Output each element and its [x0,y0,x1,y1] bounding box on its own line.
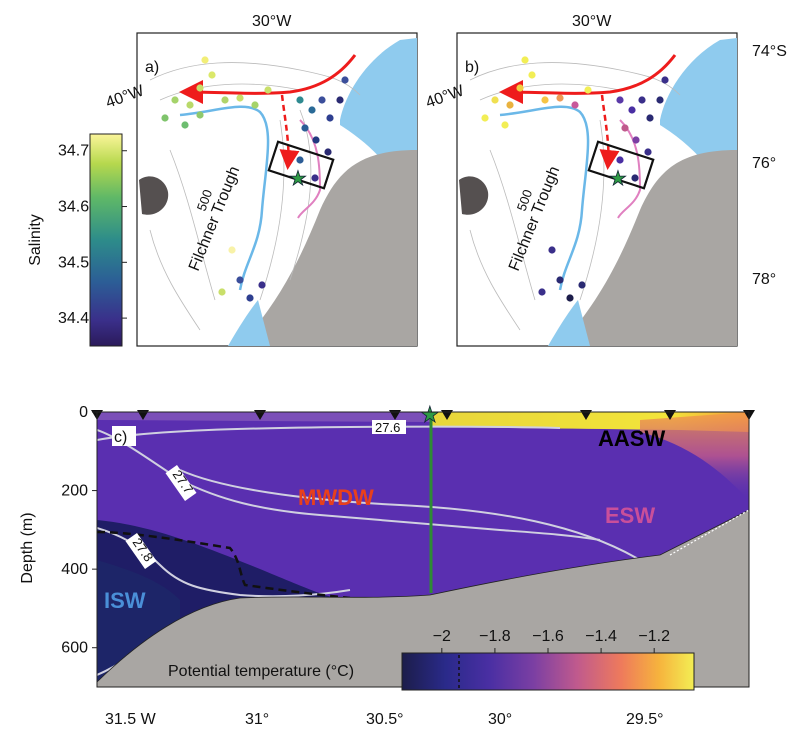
temperature-colorbar-ticks: −2 −1.8 −1.6 −1.4 −1.2 [433,628,670,653]
temperature-colorbar: −2 −1.8 −1.6 −1.4 −1.2 Potential temperature… [168,628,695,691]
lat-label-74: 74°S [752,43,787,60]
stations-a [161,56,349,302]
section-panel-c: ★ 27.6 27.7 27.8 c) AASW MWDW ESW ISW De… [19,402,755,728]
top-lon-label-a: 30°W [252,13,292,30]
red-dashed-arrow-a [279,94,300,170]
contour-500-label-b: 500 [514,188,536,214]
study-box-a [267,140,335,190]
surface-gradient-wedge [640,412,749,500]
ice-shelf-a-bottom [228,300,270,346]
station-star-a: ★ [289,168,307,190]
salinity-colorbar-ticks: 34.7 34.6 34.5 34.4 [58,143,127,327]
lat-label-76: 76° [752,155,776,172]
salinity-colorbar-label: Salinity [27,214,44,266]
top-lon-label-b: 30°W [572,13,612,30]
panel-c-label: c) [114,429,127,446]
isopycnal-27-7-label-bg [165,465,197,501]
depth-tick-label: 600 [61,640,88,657]
temperature-tick-label: −1.2 [638,628,670,645]
blue-flow-path-a [179,105,270,291]
isopycnals [97,425,641,676]
water-mass-isw: ISW [104,588,146,613]
temperature-tick-label: −1.6 [532,628,564,645]
land-b [560,150,737,346]
temperature-tick-label: −1.8 [479,628,511,645]
salinity-colorbar-fill [89,133,123,347]
red-dashed-arrow-b [599,94,620,170]
xtick-29-5: 29.5° [626,711,664,728]
salinity-tick-label: 34.5 [58,254,89,271]
ice-shelf-b-bottom [548,300,590,346]
isopycnal-27-6-label-bg [372,420,406,434]
depth-tick-label: 200 [61,483,88,500]
seafloor-outline [97,509,749,683]
salinity-tick-label: 34.4 [58,310,89,327]
map-panel-b: 500 Filchner Trough [424,32,738,347]
red-flow-arrow-a [179,54,357,105]
salinity-colorbar: 34.7 34.6 34.5 34.4 Salinity [27,133,127,347]
xtick-31-5: 31.5 W [105,711,157,728]
temperature-colorbar-fill [401,652,695,691]
depth-tick-label: 400 [61,561,88,578]
contour-500-label-a: 500 [194,188,216,214]
water-mass-esw: ESW [605,503,655,528]
isopycnal-27-7 [97,429,601,541]
xtick-30-5: 30.5° [366,711,404,728]
water-mass-aasw: AASW [598,426,665,451]
seafloor-dotted-extension [669,509,749,556]
temperature-colorbar-label: Potential temperature (°C) [168,663,354,680]
xtick-31: 31° [245,711,269,728]
map-panel-a: 500 Filchner Trough [104,32,418,347]
salinity-tick-label: 34.7 [58,143,89,160]
red-flow-arrow-b [499,54,677,105]
water-mass-mwdw: MWDW [298,485,374,510]
temperature-tick-label: −1.4 [585,628,617,645]
pink-flow-path-a [297,119,322,219]
section-station-star: ★ [420,402,440,427]
panel-a-label: a) [145,59,159,76]
depth-tick-label: 0 [79,404,88,421]
study-box-b [587,140,655,190]
isopycnal-27-6-label: 27.6 [375,420,400,435]
temperature-tick-label: −2 [433,628,451,645]
lat-label-78: 78° [752,271,776,288]
section-yticks: 0 200 400 600 [61,404,97,657]
section-ylabel: Depth (m) [19,512,36,583]
xtick-30: 30° [488,711,512,728]
pink-flow-path-b [617,119,642,219]
salinity-tick-label: 34.6 [58,199,89,216]
stations-b [481,56,669,302]
seafloor [97,510,749,687]
blue-flow-path-b [499,105,590,291]
isopycnal-27-6 [97,425,561,441]
isopycnal-27-8-label-bg [125,533,157,569]
station-star-b: ★ [609,168,627,190]
shallow-light-layer [97,412,430,422]
land-a [240,150,417,346]
island-a [139,176,169,215]
isopycnal-27-7b [179,469,641,561]
panel-c-label-bg [112,426,136,446]
panel-b-label: b) [465,59,479,76]
island-b [459,176,489,215]
